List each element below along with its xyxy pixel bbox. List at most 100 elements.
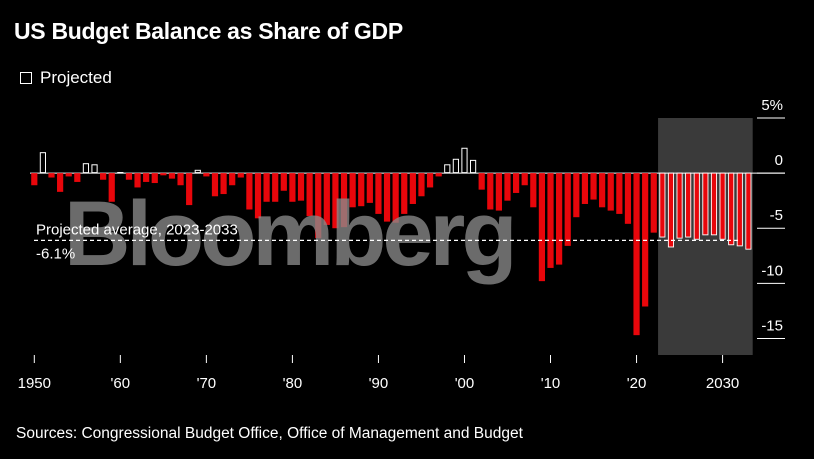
bar-2000 <box>461 147 468 174</box>
bar-1989 <box>366 173 373 203</box>
x-tick-label: '60 <box>111 375 131 392</box>
bar-1980 <box>289 173 296 202</box>
y-tick-label: 0 <box>775 152 783 169</box>
bar-1959 <box>108 173 115 202</box>
bar-1984 <box>323 173 330 225</box>
bar-2020 <box>633 173 640 336</box>
bar-projected-2031 <box>728 172 735 246</box>
bar-1990 <box>375 173 382 214</box>
bar-2003 <box>487 173 494 210</box>
bar-1982 <box>306 173 313 217</box>
bar-projected-2026 <box>685 172 692 238</box>
bar-2008 <box>530 173 537 208</box>
bar-2016 <box>599 173 606 208</box>
bar-2018 <box>616 173 623 214</box>
bar-1998 <box>444 164 451 174</box>
projected-average-value: -6.1% <box>36 245 75 262</box>
legend-projected-swatch <box>20 72 32 84</box>
y-tick-label: -5 <box>770 207 783 224</box>
bar-1994 <box>409 173 416 204</box>
bar-2017 <box>607 173 614 211</box>
projected-average-label: Projected average, 2023-2033 <box>36 221 238 238</box>
bar-2009 <box>538 173 546 282</box>
bar-1966 <box>168 173 176 179</box>
bar-1968 <box>186 173 193 206</box>
y-tick-label: -15 <box>761 317 783 334</box>
source-note: Sources: Congressional Budget Office, Of… <box>16 425 523 442</box>
bar-projected-2029 <box>710 172 718 236</box>
bar-2001 <box>469 159 477 174</box>
bar-1977 <box>263 173 270 202</box>
bar-2010 <box>547 173 554 268</box>
bar-1951 <box>39 152 47 174</box>
bar-1987 <box>349 173 356 208</box>
bar-projected-2025 <box>676 172 683 239</box>
bar-1972 <box>220 173 227 195</box>
bar-1973 <box>229 173 236 186</box>
bar-1978 <box>272 173 279 202</box>
bar-2014 <box>581 173 589 204</box>
x-tick-label: '90 <box>369 375 389 392</box>
bar-2022 <box>650 173 657 233</box>
watermark: Bloomberg <box>64 183 514 285</box>
bar-1950 <box>31 173 38 186</box>
x-tick-label: '20 <box>627 375 647 392</box>
x-tick-label: 1950 <box>18 375 51 392</box>
bar-1986 <box>340 173 348 228</box>
legend: Projected <box>20 68 112 88</box>
bar-1964 <box>151 173 158 184</box>
bar-1992 <box>392 173 399 223</box>
x-tick-label: '00 <box>455 375 475 392</box>
bar-projected-2024 <box>667 172 675 248</box>
bar-1985 <box>332 173 339 229</box>
bar-1975 <box>246 173 253 210</box>
y-tick-label: 5% <box>761 97 783 114</box>
bar-2019 <box>624 173 632 224</box>
y-tick-label: -10 <box>761 262 783 279</box>
bar-1969 <box>194 169 201 174</box>
bar-projected-2027 <box>693 172 700 240</box>
bar-1976 <box>254 173 262 219</box>
bar-1991 <box>383 173 391 222</box>
bar-2007 <box>521 173 528 186</box>
bar-2004 <box>495 173 502 211</box>
bar-1996 <box>426 173 434 188</box>
bar-1981 <box>297 173 305 201</box>
bar-projected-2028 <box>702 172 709 236</box>
x-tick-label: '10 <box>541 375 561 392</box>
bar-1971 <box>211 173 219 197</box>
bar-1963 <box>143 173 150 182</box>
bar-1967 <box>177 173 184 186</box>
bar-projected-2032 <box>736 172 743 247</box>
bar-1958 <box>100 173 107 180</box>
bar-2005 <box>504 173 511 201</box>
x-tick-label: '70 <box>197 375 217 392</box>
bar-2012 <box>564 173 571 246</box>
bar-1988 <box>358 173 365 207</box>
bar-2002 <box>478 173 485 190</box>
bar-1956 <box>82 163 90 174</box>
bar-2011 <box>556 173 563 265</box>
x-tick-label: 2030 <box>706 375 739 392</box>
bar-projected-2023 <box>659 172 666 238</box>
bar-2013 <box>573 173 580 218</box>
bar-1955 <box>74 173 81 182</box>
bar-1974 <box>237 173 244 178</box>
bar-1962 <box>134 173 141 188</box>
bar-1997 <box>435 173 442 177</box>
bar-1953 <box>57 173 64 192</box>
bar-1993 <box>401 173 408 214</box>
bar-2006 <box>513 173 520 193</box>
bar-1999 <box>452 158 459 174</box>
bar-1961 <box>125 173 133 180</box>
bar-1979 <box>280 173 287 191</box>
legend-projected-label: Projected <box>40 68 112 87</box>
bar-1983 <box>315 173 322 239</box>
bar-1952 <box>48 173 55 178</box>
bar-1970 <box>203 173 210 177</box>
bar-1995 <box>418 173 425 197</box>
x-tick-label: '80 <box>283 375 303 392</box>
bar-1965 <box>160 173 167 176</box>
chart-title: US Budget Balance as Share of GDP <box>14 18 403 44</box>
